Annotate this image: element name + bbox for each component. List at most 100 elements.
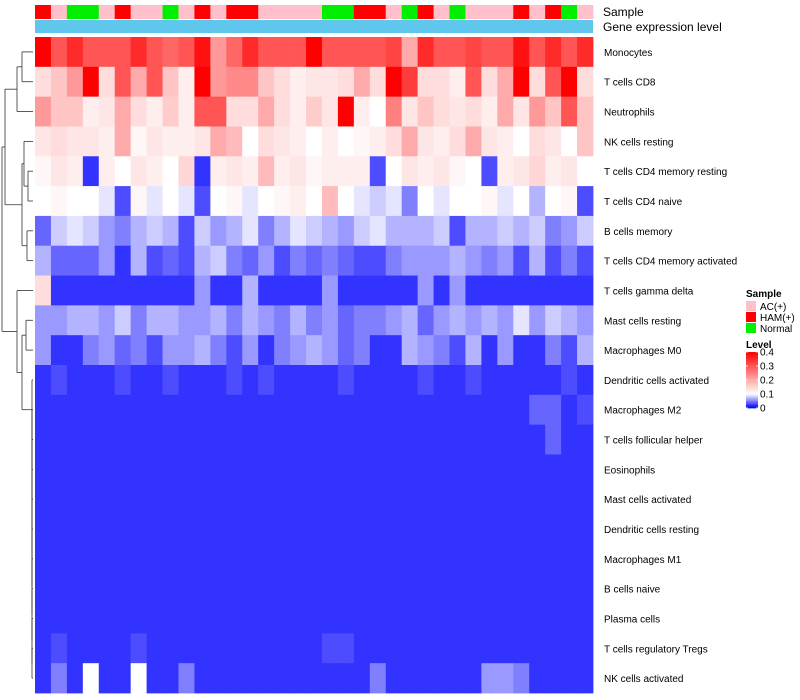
heatmap-cell — [497, 335, 514, 366]
heatmap-cell — [417, 514, 434, 545]
heatmap-cell — [194, 126, 211, 157]
legend-level-tick-label: 0.1 — [760, 390, 774, 401]
heatmap-cell — [162, 424, 179, 455]
heatmap-cell — [545, 633, 562, 664]
legend-colorbar-step — [746, 370, 758, 372]
heatmap-cell — [465, 335, 482, 366]
heatmap-cell — [146, 37, 163, 68]
heatmap-cell — [513, 245, 530, 276]
heatmap-cell — [194, 365, 211, 396]
heatmap-cell — [194, 603, 211, 634]
heatmap-cell — [433, 484, 450, 515]
legend-colorbar-step — [746, 368, 758, 371]
heatmap-cell — [513, 484, 530, 515]
heatmap-cell — [66, 245, 84, 276]
heatmap-cell — [321, 514, 339, 545]
heatmap-cell — [497, 663, 514, 694]
heatmap-cell — [82, 365, 100, 396]
heatmap-cell — [369, 66, 387, 98]
heatmap-cell — [162, 156, 179, 187]
heatmap-cell — [529, 573, 546, 604]
heatmap-cell — [529, 37, 546, 68]
heatmap-cell — [82, 186, 100, 217]
heatmap-cell — [497, 126, 514, 157]
heatmap-cell — [178, 454, 195, 485]
heatmap-cell — [226, 394, 243, 426]
heatmap-cell — [513, 126, 530, 157]
legend-colorbar-step — [746, 384, 758, 386]
heatmap-cell — [98, 66, 116, 98]
heatmap-cell — [274, 573, 291, 604]
heatmap-cell — [321, 573, 339, 604]
heatmap-cell — [545, 543, 562, 575]
legend-sample-label: HAM(+) — [760, 313, 795, 324]
heatmap-cell — [274, 335, 291, 366]
heatmap-cell — [194, 215, 211, 247]
heatmap-cell — [66, 186, 84, 217]
heatmap-cell — [274, 633, 291, 664]
heatmap-cell — [210, 543, 227, 575]
heatmap-cell — [114, 96, 132, 127]
heatmap-cell — [66, 603, 84, 634]
heatmap-cell — [306, 603, 323, 634]
legend-colorbar-step — [746, 399, 758, 402]
heatmap-cell — [242, 603, 259, 634]
heatmap-cell — [66, 514, 84, 545]
sample-annotation-cell — [497, 5, 514, 19]
heatmap-cell — [321, 186, 339, 217]
heatmap-cell — [98, 96, 116, 127]
heatmap-cell — [242, 245, 259, 276]
heatmap-cell — [529, 335, 546, 366]
row-label: Macrophages M2 — [604, 406, 682, 417]
heatmap-cell — [130, 365, 147, 396]
heatmap-cell — [114, 514, 132, 545]
heatmap-cell — [449, 126, 466, 157]
legend-colorbar-step — [746, 357, 758, 360]
heatmap-cell — [529, 484, 546, 515]
heatmap-cell — [401, 394, 419, 426]
heatmap-cell — [210, 633, 227, 664]
row-label: Macrophages M0 — [604, 346, 682, 357]
row-label: Mast cells activated — [604, 495, 691, 506]
heatmap-cell — [210, 663, 227, 694]
sample-annotation-cell — [226, 5, 243, 19]
heatmap-cell — [577, 126, 594, 157]
heatmap-cell — [146, 305, 163, 336]
heatmap-cell — [82, 215, 100, 247]
row-label: T cells CD4 memory activated — [604, 257, 737, 268]
heatmap-cell — [337, 37, 355, 68]
heatmap-cell — [306, 245, 323, 276]
legend-colorbar-step — [746, 395, 758, 398]
heatmap-cell — [481, 365, 498, 396]
heatmap-cell — [497, 186, 514, 217]
row-label: T cells CD4 memory resting — [604, 167, 727, 178]
heatmap-cell — [337, 275, 355, 306]
heatmap-cell — [433, 126, 450, 157]
heatmap-cell — [449, 335, 466, 366]
heatmap-cell — [497, 215, 514, 247]
heatmap-cell — [337, 186, 355, 217]
heatmap-cell — [290, 663, 307, 694]
heatmap-cell — [306, 275, 323, 306]
row-label: Eosinophils — [604, 465, 655, 476]
heatmap-cell — [465, 365, 482, 396]
heatmap-cell — [82, 573, 100, 604]
heatmap-cell — [433, 156, 450, 187]
sample-annotation-cell — [290, 5, 307, 19]
sample-annotation-cell — [274, 5, 291, 19]
heatmap-cell — [82, 484, 100, 515]
heatmap-cell — [274, 245, 291, 276]
heatmap-cell — [258, 514, 275, 545]
heatmap-cell — [114, 37, 132, 68]
heatmap-cell — [369, 424, 387, 455]
heatmap-cell — [545, 424, 562, 455]
heatmap-cell — [337, 335, 355, 366]
heatmap-cell — [449, 633, 466, 664]
heatmap-cell — [82, 424, 100, 455]
heatmap-cell — [35, 603, 52, 634]
heatmap-cell — [401, 66, 419, 98]
heatmap-cell — [321, 603, 339, 634]
heatmap-cell — [321, 663, 339, 694]
heatmap-cell — [66, 66, 84, 98]
